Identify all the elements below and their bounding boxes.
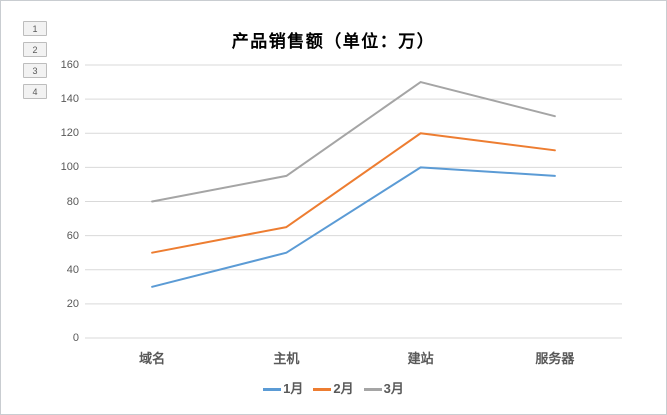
outline-level-3-button[interactable]: 3: [23, 63, 47, 78]
y-axis-tick-label: 140: [60, 93, 79, 106]
y-axis-tick-label: 100: [60, 161, 79, 174]
legend-line-swatch: [313, 387, 332, 391]
legend-item-label: 3月: [383, 381, 404, 396]
y-axis-tick-label: 20: [66, 297, 79, 310]
outline-level-2-button[interactable]: 2: [23, 42, 47, 57]
chart-legend: 1月 2月 3月: [1, 379, 666, 399]
y-axis-tick-label: 60: [66, 229, 79, 242]
legend-item-2[interactable]: 2月: [313, 381, 354, 397]
y-axis-tick-label: 40: [66, 263, 79, 276]
legend-line-swatch: [363, 387, 382, 391]
y-axis-tick-label: 160: [60, 59, 79, 71]
y-axis-tick-label: 80: [66, 195, 79, 208]
legend-item-1[interactable]: 1月: [263, 381, 303, 397]
outline-level-4-button[interactable]: 4: [23, 84, 47, 99]
y-axis-tick-label: 0: [72, 332, 79, 344]
chart-title: 产品销售额（单位：万）: [231, 32, 436, 51]
legend-item-3[interactable]: 3月: [363, 381, 404, 397]
series-line-2: [151, 132, 556, 254]
series-line-3: [151, 81, 556, 203]
y-axis-tick-label: 120: [60, 127, 79, 140]
x-axis-category-label: 主机: [273, 351, 300, 366]
legend-item-label: 2月: [333, 381, 354, 396]
legend-item-label: 1月: [283, 381, 304, 396]
x-axis-category-label: 服务器: [535, 351, 575, 366]
x-axis-category-label: 域名: [139, 351, 166, 366]
legend-line-swatch: [263, 387, 282, 391]
outline-level-1-button[interactable]: 1: [23, 21, 47, 36]
series-line-1: [151, 166, 556, 288]
x-axis-category-label: 建站: [407, 351, 434, 366]
